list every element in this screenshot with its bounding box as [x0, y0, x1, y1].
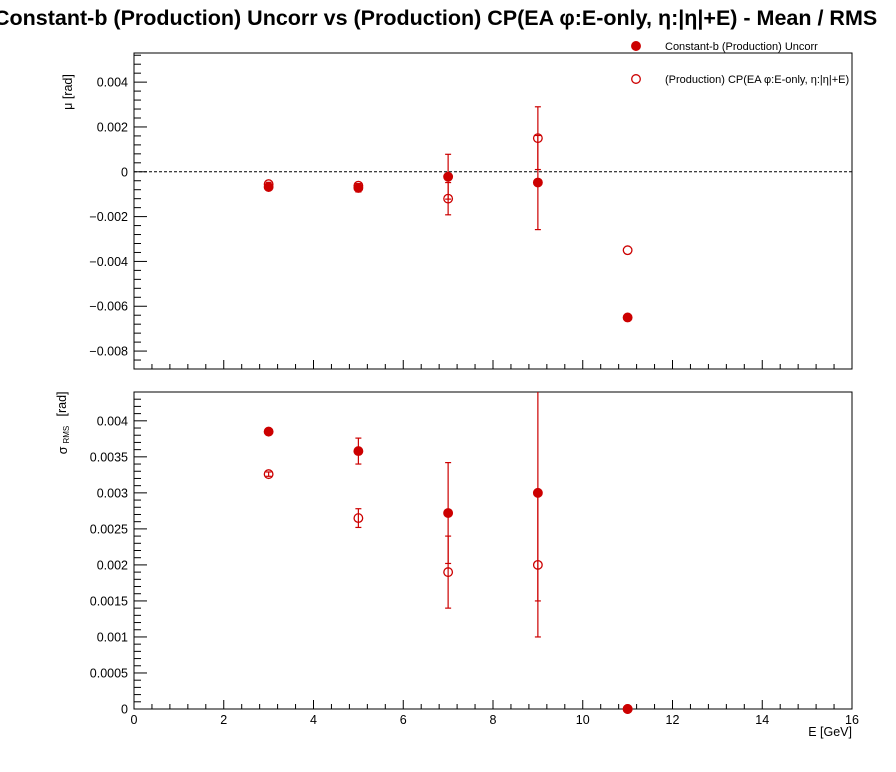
x-tick-label: 2	[220, 713, 227, 727]
mean-point-uncorr	[443, 171, 454, 182]
mean-y-tick-label: −0.004	[89, 255, 128, 269]
legend-marker-cp	[631, 74, 641, 84]
x-tick-label: 16	[845, 713, 859, 727]
rms-y-tick-label: 0.001	[97, 630, 128, 644]
mean-point-uncorr	[622, 312, 633, 323]
rms-point-uncorr	[353, 446, 364, 457]
mean-y-tick-label: −0.002	[89, 210, 128, 224]
rms-y-tick-label: 0.0035	[90, 450, 128, 464]
rms-point-cp	[532, 559, 543, 570]
rms-y-tick-label: 0.004	[97, 414, 128, 428]
mean-point-cp	[532, 133, 543, 144]
x-tick-label: 4	[310, 713, 317, 727]
mean-y-tick-label: −0.008	[89, 345, 128, 359]
chart-title: Constant-b (Production) Uncorr vs (Produ…	[0, 6, 877, 30]
mean-y-tick-label: 0	[121, 165, 128, 179]
x-tick-label: 12	[666, 713, 680, 727]
mean-y-tick-label: −0.006	[89, 300, 128, 314]
rms-y-tick-label: 0.0025	[90, 522, 128, 536]
legend: Constant-b (Production) Uncorr (Producti…	[631, 41, 849, 86]
rms-point-uncorr	[263, 426, 274, 437]
mean-point-cp	[263, 179, 274, 190]
rms-y-tick-label: 0	[121, 703, 128, 717]
x-axis-title: E [GeV]	[808, 725, 852, 739]
legend-label-cp: (Production) CP(EA φ:E-only, η:|η|+E)	[665, 74, 849, 86]
legend-label-uncorr: Constant-b (Production) Uncorr	[665, 41, 818, 53]
rms-point-cp	[622, 704, 633, 714]
rms-point-cp	[443, 567, 454, 578]
rms-y-tick-label: 0.0015	[90, 594, 128, 608]
x-tick-label: 10	[576, 713, 590, 727]
rms-panel: 0 0.0005 0.001 0.0015 0.002 0.0025 0.003 0.0035…	[55, 391, 859, 739]
rms-y-tick-label: 0.003	[97, 486, 128, 500]
rms-point-cp	[263, 469, 274, 480]
legend-marker-uncorr	[631, 41, 641, 51]
x-tick-label: 6	[400, 713, 407, 727]
x-tick-label: 8	[490, 713, 497, 727]
rms-plot-frame	[133, 391, 853, 710]
rms-y-tick-label: 0.002	[97, 558, 128, 572]
rms-y-tick-label: 0.0005	[90, 666, 128, 680]
x-tick-label: 0	[131, 713, 138, 727]
rms-y-axis-title: σRMS	[56, 426, 71, 455]
mean-point-uncorr	[532, 177, 543, 188]
mean-y-axis-title: μ [rad]	[61, 74, 75, 110]
x-tick-label: 14	[755, 713, 769, 727]
mean-point-cp	[622, 245, 633, 256]
mean-point-cp	[443, 193, 454, 204]
rms-point-uncorr	[443, 508, 454, 518]
mean-point-cp	[353, 180, 364, 191]
rms-point-cp	[353, 513, 364, 524]
mean-y-tick-label: 0.002	[97, 120, 128, 134]
mean-panel: −0.008 −0.006 −0.004 −0.002 0 0.002 0.004 μ [r…	[61, 52, 853, 370]
mean-y-tick-label: 0.004	[97, 76, 128, 90]
mean-plot-frame	[133, 52, 853, 370]
rms-y-axis-unit: [rad]	[55, 391, 69, 416]
